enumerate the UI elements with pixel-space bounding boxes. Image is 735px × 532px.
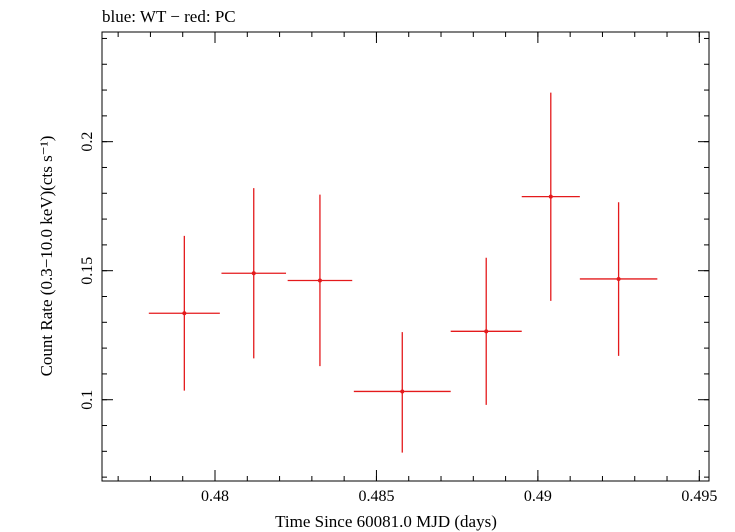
y-axis-label: Count Rate (0.3−10.0 keV)(cts s⁻¹) bbox=[37, 136, 56, 377]
data-marker bbox=[484, 329, 489, 334]
data-point bbox=[221, 188, 287, 359]
y-tick-label: 0.15 bbox=[79, 257, 96, 285]
data-point bbox=[521, 92, 580, 301]
data-marker bbox=[548, 194, 553, 199]
axis-ticks: 0.48 0.485 0.49 0.495 0.1 0.15 0.2 bbox=[79, 32, 717, 505]
x-tick-label: 0.48 bbox=[201, 488, 229, 505]
y-tick-label: 0.1 bbox=[79, 390, 96, 410]
x-tick-label: 0.495 bbox=[681, 488, 717, 505]
x-tick-label: 0.49 bbox=[524, 488, 552, 505]
data-point bbox=[450, 257, 522, 405]
data-marker bbox=[317, 278, 322, 283]
data-points bbox=[148, 92, 658, 453]
data-point bbox=[353, 332, 451, 453]
y-tick-label: 0.2 bbox=[79, 132, 96, 152]
data-point bbox=[148, 235, 220, 391]
data-marker bbox=[616, 276, 621, 281]
data-point bbox=[579, 202, 658, 356]
plot-frame bbox=[101, 31, 710, 482]
data-point bbox=[287, 194, 353, 367]
x-tick-label: 0.485 bbox=[358, 488, 394, 505]
data-marker bbox=[251, 271, 256, 276]
data-marker bbox=[182, 311, 187, 316]
data-marker bbox=[400, 389, 405, 394]
chart-title: blue: WT − red: PC bbox=[102, 7, 236, 26]
x-axis-label: Time Since 60081.0 MJD (days) bbox=[275, 512, 497, 531]
